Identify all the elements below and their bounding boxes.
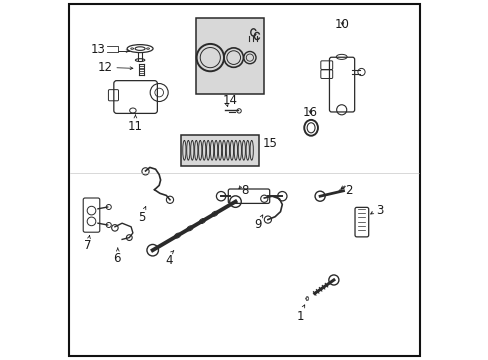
Text: 5: 5 xyxy=(138,211,145,224)
Text: 9: 9 xyxy=(254,218,262,231)
Text: 15: 15 xyxy=(262,137,277,150)
Text: 7: 7 xyxy=(84,239,91,252)
Text: 10: 10 xyxy=(334,18,349,31)
Text: 13: 13 xyxy=(91,43,106,56)
Text: 2: 2 xyxy=(345,184,352,197)
Text: 12: 12 xyxy=(98,61,113,74)
Text: 8: 8 xyxy=(240,184,248,197)
Text: 16: 16 xyxy=(302,106,317,119)
Text: 11: 11 xyxy=(127,120,142,132)
Text: 14: 14 xyxy=(222,94,237,107)
Text: 1: 1 xyxy=(296,310,304,323)
Bar xyxy=(196,18,264,94)
Text: 3: 3 xyxy=(375,204,383,217)
Bar xyxy=(181,135,258,166)
Text: 6: 6 xyxy=(113,252,120,265)
Text: 4: 4 xyxy=(165,254,172,267)
